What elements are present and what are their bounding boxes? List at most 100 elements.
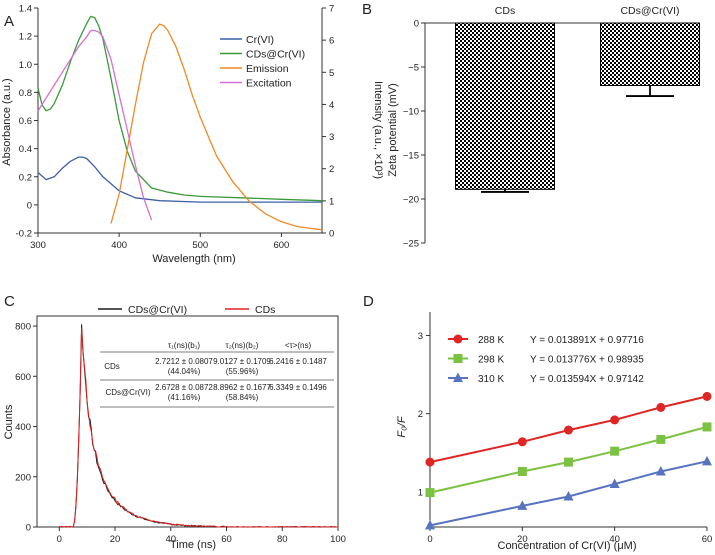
chart-a-ytick-label: 0 xyxy=(27,200,32,211)
chart-d-point xyxy=(702,422,712,432)
chart-b-ytick-label: −5 xyxy=(408,63,419,74)
table-header: <τ>(ns) xyxy=(285,341,312,350)
table-header: τ₂(ns)(b₂) xyxy=(226,341,259,350)
chart-d-point xyxy=(453,334,463,344)
chart-c-decay-curve-cds-cr xyxy=(59,324,338,528)
chart-d-point xyxy=(453,372,463,382)
chart-c-legend-label: CDs xyxy=(255,304,275,316)
chart-a-y2tick-label: 6 xyxy=(329,36,334,47)
panel-label-a: A xyxy=(4,13,14,30)
chart-a-y2tick-label: 4 xyxy=(329,100,334,111)
chart-a-ytick-label: 1.0 xyxy=(19,60,32,71)
chart-c-xtick-label: 100 xyxy=(330,534,346,545)
chart-d-point xyxy=(425,519,435,530)
chart-a-y2tick-label: 2 xyxy=(329,164,334,175)
chart-d-legend-equation: Y = 0.013776X + 0.98935 xyxy=(530,355,644,366)
chart-d-legend-label: 288 K xyxy=(478,335,504,346)
chart-d-point xyxy=(610,446,620,456)
chart-a-legend-label: Emission xyxy=(246,63,289,75)
chart-d-point xyxy=(656,402,666,412)
chart-a-ytick-label: 1.2 xyxy=(19,32,32,43)
chart-b-ytick-label: −15 xyxy=(403,151,419,162)
chart-b-ytick-label: −25 xyxy=(403,239,419,250)
chart-a-ytick-label: 0.6 xyxy=(19,116,32,127)
chart-d-point xyxy=(517,500,528,510)
chart-a-ytick-label: 0.2 xyxy=(19,172,32,183)
chart-a-series-line xyxy=(110,23,323,231)
chart-d-fit-line xyxy=(429,425,708,494)
chart-a-xtick-label: 400 xyxy=(111,240,127,251)
chart-d-point xyxy=(610,415,620,425)
chart-d-point xyxy=(702,455,712,466)
chart-c-ytick-label: 800 xyxy=(15,322,31,333)
panel-label-d: D xyxy=(363,293,374,310)
chart-c-xtick-label: 60 xyxy=(221,534,232,545)
chart-a-y2tick-label: 5 xyxy=(329,68,334,79)
chart-b-ytick-label: −20 xyxy=(403,195,419,206)
panel-label-b: B xyxy=(362,1,372,18)
table-cell-tau1: 2.6728 ± 0.0872 xyxy=(155,383,213,392)
table-cell-b1: (44.04%) xyxy=(168,367,201,376)
chart-d-point xyxy=(564,425,573,435)
chart-d-point xyxy=(655,465,666,476)
chart-a-legend-label: Excitation xyxy=(246,78,292,90)
table-cell-tau2: 9.0127 ± 0.1709 xyxy=(213,357,271,366)
chart-c-xlabel: Time (ns) xyxy=(170,539,216,551)
chart-b-category-label: CDs xyxy=(495,5,515,17)
chart-c-ytick-label: 0 xyxy=(26,523,31,534)
table-cell-tau2: 8.8962 ± 0.1677 xyxy=(213,383,271,392)
chart-d-ytick-label: 2 xyxy=(418,409,423,420)
chart-d-legend-equation: Y = 0.013891X + 0.97716 xyxy=(530,335,644,346)
chart-a-y2tick-label: 7 xyxy=(329,4,334,15)
chart-c-ylabel: Counts xyxy=(3,404,15,439)
chart-a-xtick-label: 600 xyxy=(273,240,289,251)
chart-d-xtick-label: 0 xyxy=(427,534,432,545)
chart-b-zeta-potential: Zeta potential (mV) 0 −5 −10 −15 −20 −25 CDs CD… xyxy=(387,5,700,250)
table-cell-b1: (41.16%) xyxy=(168,393,201,402)
chart-b-ytick-label: −10 xyxy=(403,107,419,118)
chart-c-xtick-label: 80 xyxy=(277,534,288,545)
chart-d-xlabel: Concentration of Cr(VI) (μM) xyxy=(498,540,637,552)
chart-c-ytick-label: 200 xyxy=(15,472,31,483)
chart-b-ylabel: Zeta potential (mV) xyxy=(387,83,399,177)
chart-d-stern-volmer: Concentration of Cr(VI) (μM) 0 20 40 60 1 2 3 F… xyxy=(396,312,712,552)
chart-a-series-line xyxy=(37,156,322,203)
chart-c-xtick-label: 0 xyxy=(57,534,62,545)
chart-a-xtick-label: 500 xyxy=(192,240,208,251)
chart-d-point xyxy=(609,478,620,488)
chart-d-point xyxy=(453,354,463,363)
chart-d-ytick-label: 3 xyxy=(418,331,423,342)
chart-a-y2label: Intensity (a.u., ×10³) xyxy=(372,81,384,179)
chart-d-point xyxy=(564,457,573,467)
chart-d-ylabel: F₀/F xyxy=(396,415,408,437)
table-cell-b2: (55.96%) xyxy=(226,367,259,376)
chart-a-absorbance-fluorescence: Wavelength (nm) Absorbance (a.u.) Intens… xyxy=(1,4,384,266)
chart-d-legend-label: 298 K xyxy=(478,355,504,366)
chart-d-point xyxy=(425,457,435,467)
chart-a-ytick-label: 0.4 xyxy=(19,144,32,155)
table-cell-b2: (58.84%) xyxy=(226,393,259,402)
table-cell-avg: 6.3349 ± 0.1496 xyxy=(269,383,327,392)
chart-a-y2tick-label: 0 xyxy=(329,229,334,240)
chart-d-point xyxy=(656,434,666,444)
chart-a-xtick-label: 300 xyxy=(30,240,46,251)
chart-b-bar xyxy=(600,22,700,86)
chart-c-ytick-label: 400 xyxy=(15,422,31,433)
chart-b-category-label: CDs@Cr(VI) xyxy=(620,5,679,17)
chart-d-fit-line xyxy=(429,460,708,527)
chart-d-point xyxy=(702,391,712,401)
chart-a-series-line xyxy=(37,15,323,202)
chart-d-legend-label: 310 K xyxy=(478,374,504,385)
chart-a-series-line xyxy=(37,29,153,221)
chart-c-legend-label: CDs@Cr(VI) xyxy=(128,304,187,316)
chart-d-point xyxy=(517,437,527,447)
chart-c-ytick-label: 600 xyxy=(15,372,31,383)
chart-a-xlabel: Wavelength (nm) xyxy=(152,253,235,265)
table-cell-tau1: 2.7212 ± 0.0807 xyxy=(155,357,213,366)
chart-c-xtick-label: 20 xyxy=(110,534,121,545)
table-row-label: CDs xyxy=(104,362,120,371)
chart-d-point xyxy=(425,488,435,498)
chart-a-y2tick-label: 3 xyxy=(329,132,334,143)
table-row-label: CDs@Cr(VI) xyxy=(105,388,150,397)
chart-d-xtick-label: 20 xyxy=(517,534,528,545)
